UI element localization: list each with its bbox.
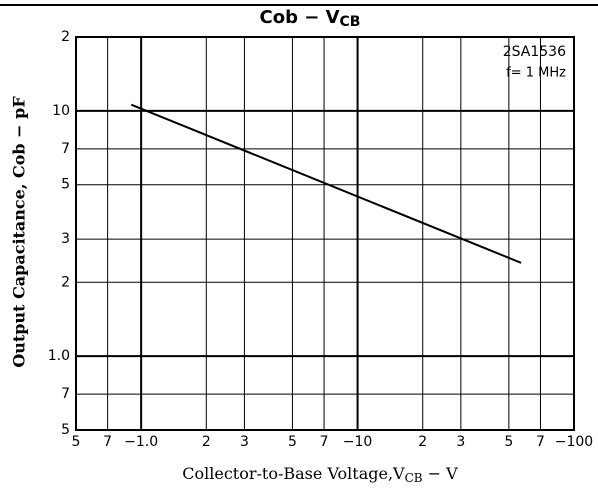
annotation: f= 1 MHz: [506, 66, 566, 81]
x-axis-label: Collector-to-Base Voltage,VCB − V: [182, 464, 458, 485]
x-label-unit: − V: [423, 464, 459, 483]
plot-frame: [75, 36, 575, 431]
x-tick-label: 7: [320, 434, 329, 450]
y-axis-label: Output Capacitance, Cob − pF: [10, 96, 29, 368]
y-tick-label: 1.0: [48, 348, 70, 364]
y-tick-label: 2: [61, 274, 70, 290]
y-tick-label: 5: [61, 177, 70, 193]
x-tick-label: 2: [202, 434, 211, 450]
y-tick-label: 7: [61, 141, 70, 157]
x-label-sub: CB: [405, 471, 423, 485]
x-tick-label: −10: [343, 434, 373, 450]
y-tick-label: 10: [52, 103, 70, 119]
y-tick-label: 7: [61, 386, 70, 402]
x-tick-label: 3: [240, 434, 249, 450]
y-tick-label: 2: [61, 29, 70, 45]
x-tick-label: 5: [288, 434, 297, 450]
annotation: 2SA1536: [503, 44, 566, 60]
x-tick-label: 7: [103, 434, 112, 450]
x-tick-label: −100: [555, 434, 593, 450]
x-tick-label: 2: [418, 434, 427, 450]
x-tick-label: 7: [536, 434, 545, 450]
data-line: [130, 103, 522, 264]
y-tick-label: 3: [61, 231, 70, 247]
y-tick-label: 5: [61, 422, 70, 438]
title-main: Cob − V: [260, 7, 340, 28]
chart-title: Cob − VCB: [260, 7, 361, 30]
x-label-main: Collector-to-Base Voltage,V: [182, 464, 405, 483]
x-tick-label: −1.0: [124, 434, 158, 450]
x-tick-label: 3: [456, 434, 465, 450]
x-tick-label: 5: [72, 434, 81, 450]
x-tick-label: 5: [504, 434, 513, 450]
title-sub: CB: [340, 14, 361, 30]
